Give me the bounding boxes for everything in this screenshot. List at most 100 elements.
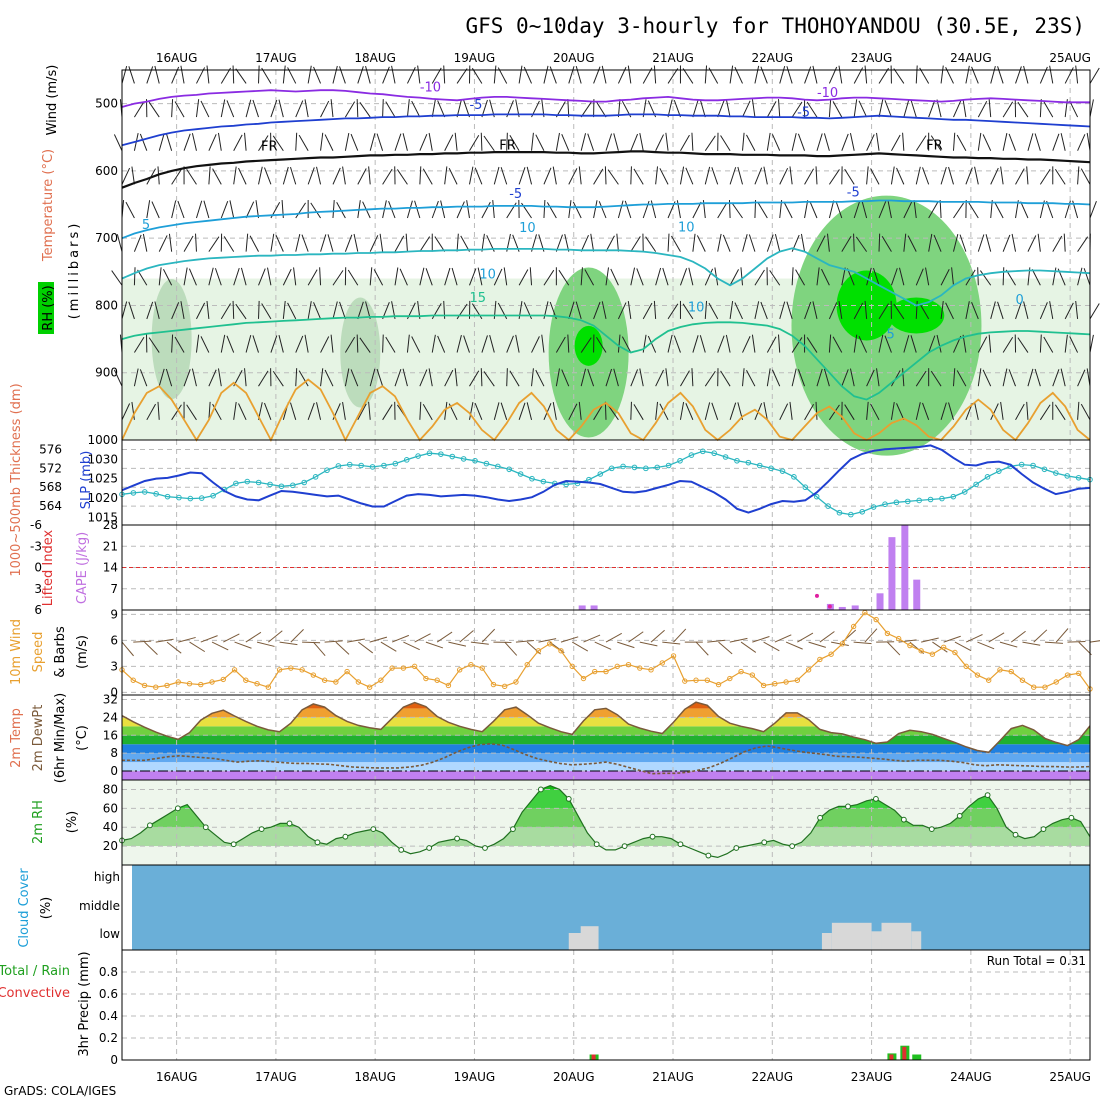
wind10m-barb <box>414 633 431 643</box>
wind10m-barb <box>290 629 304 643</box>
wind-barb <box>258 65 260 84</box>
wind-barb <box>945 302 954 320</box>
wind-barb <box>748 234 756 252</box>
wind-barb <box>633 168 644 185</box>
wind-barb <box>282 268 292 286</box>
thickness-point <box>130 490 137 496</box>
wind-barb <box>742 234 748 252</box>
wind-barb <box>240 267 247 286</box>
wind-barb <box>1039 404 1051 421</box>
wind-barb <box>630 166 632 185</box>
temperature-contour <box>121 247 1091 307</box>
wind-barb <box>171 404 182 421</box>
wind-barb <box>399 268 408 286</box>
wind-speed-point <box>209 679 215 685</box>
wind-barb <box>148 337 160 353</box>
precip-tick-label: 0.8 <box>99 965 118 979</box>
wind-barb <box>601 301 607 320</box>
wind-barb <box>593 200 598 219</box>
wind-barb <box>195 99 200 118</box>
wind-barb <box>382 99 384 118</box>
wind-speed-point <box>400 665 407 671</box>
wind-barb <box>779 167 789 185</box>
wind10m-barb <box>526 641 541 655</box>
wind-barb <box>936 99 942 118</box>
wind-speed-point <box>423 675 429 682</box>
wind-barb <box>319 267 322 286</box>
wind-barb <box>667 99 673 118</box>
wind-barb <box>903 233 907 252</box>
wind-barb <box>344 336 356 353</box>
wind-barb <box>382 168 393 185</box>
wind-barb <box>148 101 160 118</box>
contour-label: 10 <box>479 268 496 283</box>
wind10m-barb <box>943 635 961 643</box>
wind-barb <box>844 168 855 185</box>
wind-barb <box>746 134 756 151</box>
rh-point <box>565 795 572 802</box>
wind-barb <box>910 99 917 118</box>
wind-barb <box>158 133 165 151</box>
thickness-point <box>198 495 205 501</box>
wind-barb <box>915 166 921 185</box>
wind-barb <box>665 132 669 151</box>
thickness-point <box>768 465 774 472</box>
wind-barb <box>121 301 128 320</box>
wind-barb <box>481 233 485 252</box>
rh-point <box>314 839 321 846</box>
wind-frame <box>121 609 1091 696</box>
wind-speed-point <box>738 668 744 675</box>
wind-barb <box>779 403 789 421</box>
wind-barb <box>304 99 309 118</box>
wind-barb <box>456 99 462 118</box>
wind-barb <box>270 335 278 353</box>
low-cloud-segment <box>871 931 882 950</box>
wind-barb <box>111 270 123 286</box>
wind-barb <box>171 302 180 320</box>
wind-barb <box>419 401 422 420</box>
wind-barb <box>1054 168 1066 185</box>
wind-barb <box>1069 336 1079 353</box>
wind-barb <box>804 301 812 320</box>
wind-barb <box>437 335 446 353</box>
wind-speed-point <box>220 676 227 683</box>
wind-barb <box>301 234 309 252</box>
wind-barb <box>853 200 861 219</box>
wind-barb <box>1080 403 1091 421</box>
thickness-point <box>267 481 273 488</box>
rh-point <box>1040 826 1047 833</box>
wind-barb <box>915 370 927 387</box>
wind-barb <box>630 401 632 420</box>
wind-barb <box>828 66 838 84</box>
rh-point <box>789 843 796 850</box>
wind-barb <box>469 370 480 387</box>
wind-barb <box>272 370 284 387</box>
wind-speed-point <box>1042 684 1048 690</box>
wind-barb <box>828 99 832 118</box>
rh-tick-label: 60 <box>103 801 118 815</box>
wind-barb <box>290 402 297 420</box>
wind-barb <box>593 168 604 185</box>
wind-barb <box>779 301 786 320</box>
wind-speed-point <box>828 651 834 657</box>
wind-barb <box>444 166 448 185</box>
wind-barb <box>1002 267 1005 286</box>
wind-barb <box>676 200 681 219</box>
wind-barb <box>815 166 818 185</box>
wind10m-barb <box>1022 641 1041 646</box>
wind-barb <box>1015 66 1022 84</box>
thickness-point <box>961 489 968 495</box>
wind-barb <box>330 99 334 118</box>
wind-barb <box>394 133 402 151</box>
wind-barb <box>419 166 422 185</box>
wind-barb <box>734 302 743 320</box>
wind-barb <box>596 101 607 118</box>
cape-bar <box>913 579 921 610</box>
wind10m-barb <box>211 641 229 651</box>
wind-barb <box>1069 100 1079 118</box>
wind-barb <box>673 335 681 353</box>
wind-barb <box>469 135 480 151</box>
wind-barb <box>206 300 210 319</box>
wind-barb <box>171 99 174 118</box>
wind-barb <box>704 65 708 84</box>
